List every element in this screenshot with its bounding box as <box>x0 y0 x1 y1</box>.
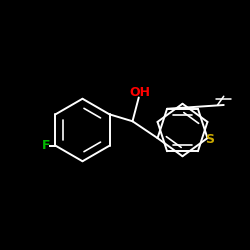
Text: S: S <box>206 133 214 146</box>
Text: F: F <box>42 139 50 152</box>
Text: OH: OH <box>130 86 150 98</box>
